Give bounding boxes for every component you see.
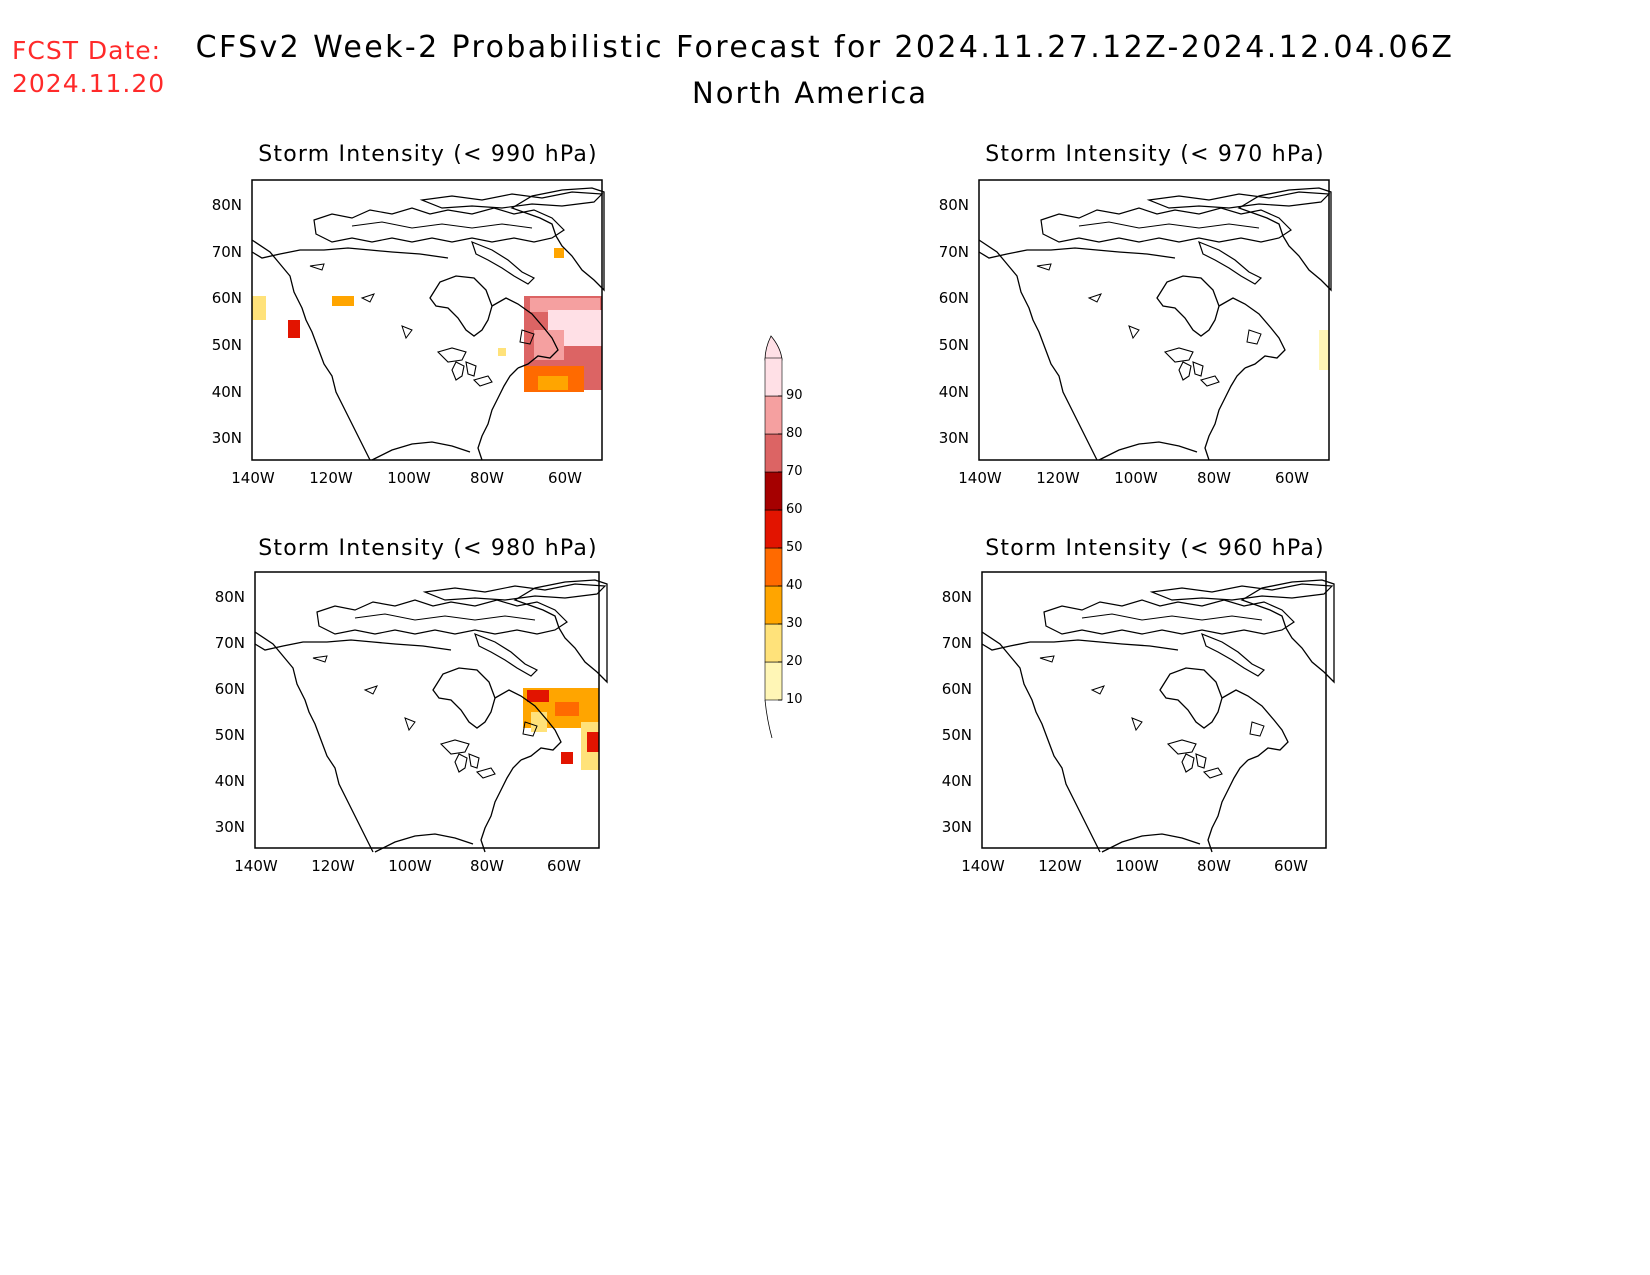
lon-label: 140W: [961, 857, 1005, 875]
page-subtitle: North America: [692, 76, 928, 110]
lon-label: 120W: [1036, 469, 1080, 487]
panel-title-970: Storm Intensity (< 970 hPa): [985, 142, 1325, 167]
colorbar-swatch: [764, 357, 783, 397]
lat-label: 80N: [215, 588, 245, 606]
colorbar-tick-label: 50: [786, 540, 803, 555]
lat-label: 50N: [212, 336, 242, 354]
axis-labels: 80N 70N 60N 50N 40N 30N 140W 120W 100W 8…: [212, 196, 1309, 875]
lat-label: 40N: [939, 383, 969, 401]
colorbar-swatch: [764, 433, 783, 473]
lat-label: 60N: [939, 289, 969, 307]
fcst-date-value: 2024.11.20: [12, 69, 166, 98]
lon-label: 100W: [387, 469, 431, 487]
panel-title-980: Storm Intensity (< 980 hPa): [258, 536, 598, 561]
lon-label: 120W: [311, 857, 355, 875]
lon-label: 60W: [548, 469, 582, 487]
map-panel-970: [978, 179, 1332, 461]
panel-title-960: Storm Intensity (< 960 hPa): [985, 536, 1325, 561]
lon-label: 120W: [309, 469, 353, 487]
map-panel-990: [251, 179, 605, 461]
colorbar-swatches: [764, 357, 783, 701]
map-panel-960: [981, 571, 1335, 853]
lon-label: 80W: [1197, 857, 1231, 875]
lon-label: 120W: [1038, 857, 1082, 875]
colorbar-tick-label: 60: [786, 502, 803, 517]
lat-label: 40N: [215, 772, 245, 790]
probability-shading-990: [252, 248, 602, 392]
lat-label: 30N: [939, 429, 969, 447]
page-title: CFSv2 Week-2 Probabilistic Forecast for …: [195, 30, 1455, 65]
lat-label: 50N: [215, 726, 245, 744]
lat-label: 30N: [215, 818, 245, 836]
colorbar-tick-label: 20: [786, 654, 803, 669]
forecast-date-label: FCST Date: 2024.11.20: [12, 34, 165, 100]
colorbar-labels: 10 20 30 40 50 60 70 80 90: [778, 388, 803, 707]
lon-label: 100W: [1114, 469, 1158, 487]
map-panel-980: [254, 571, 608, 853]
lat-label: 60N: [212, 289, 242, 307]
fcst-date-caption: FCST Date:: [12, 36, 162, 65]
lon-label: 80W: [470, 857, 504, 875]
lat-label: 30N: [212, 429, 242, 447]
lat-label: 60N: [215, 680, 245, 698]
lon-label: 80W: [1197, 469, 1231, 487]
lat-label: 40N: [942, 772, 972, 790]
lat-label: 80N: [212, 196, 242, 214]
lon-label: 80W: [470, 469, 504, 487]
lon-label: 100W: [388, 857, 432, 875]
lat-label: 50N: [942, 726, 972, 744]
colorbar-swatch: [764, 547, 783, 587]
lon-label: 140W: [231, 469, 275, 487]
lon-label: 60W: [1274, 857, 1308, 875]
colorbar-swatch: [764, 623, 783, 663]
colorbar-tick-label: 30: [786, 616, 803, 631]
lon-label: 140W: [234, 857, 278, 875]
lon-label: 100W: [1115, 857, 1159, 875]
probability-shading-980: [523, 688, 599, 770]
colorbar-tick-label: 40: [786, 578, 803, 593]
lon-label: 140W: [958, 469, 1002, 487]
colorbar-tick-label: 70: [786, 464, 803, 479]
colorbar-swatch: [764, 661, 783, 701]
lon-label: 60W: [547, 857, 581, 875]
lat-label: 40N: [212, 383, 242, 401]
lat-label: 80N: [942, 588, 972, 606]
colorbar-swatch: [764, 585, 783, 625]
panel-title-990: Storm Intensity (< 990 hPa): [258, 142, 598, 167]
lat-label: 70N: [939, 243, 969, 261]
colorbar-swatch: [764, 509, 783, 549]
colorbar-swatch: [764, 471, 783, 511]
lat-label: 80N: [939, 196, 969, 214]
colorbar-tick-label: 10: [786, 692, 803, 707]
probability-shading-970: [1319, 330, 1329, 370]
colorbar: 10 20 30 40 50 60 70 80 90: [764, 335, 803, 739]
lat-label: 30N: [942, 818, 972, 836]
lat-label: 60N: [942, 680, 972, 698]
colorbar-swatch: [764, 395, 783, 435]
lat-label: 70N: [215, 634, 245, 652]
lat-label: 70N: [212, 243, 242, 261]
lon-label: 60W: [1275, 469, 1309, 487]
lat-label: 70N: [942, 634, 972, 652]
colorbar-tick-label: 90: [786, 388, 803, 403]
colorbar-tick-label: 80: [786, 426, 803, 441]
lat-label: 50N: [939, 336, 969, 354]
